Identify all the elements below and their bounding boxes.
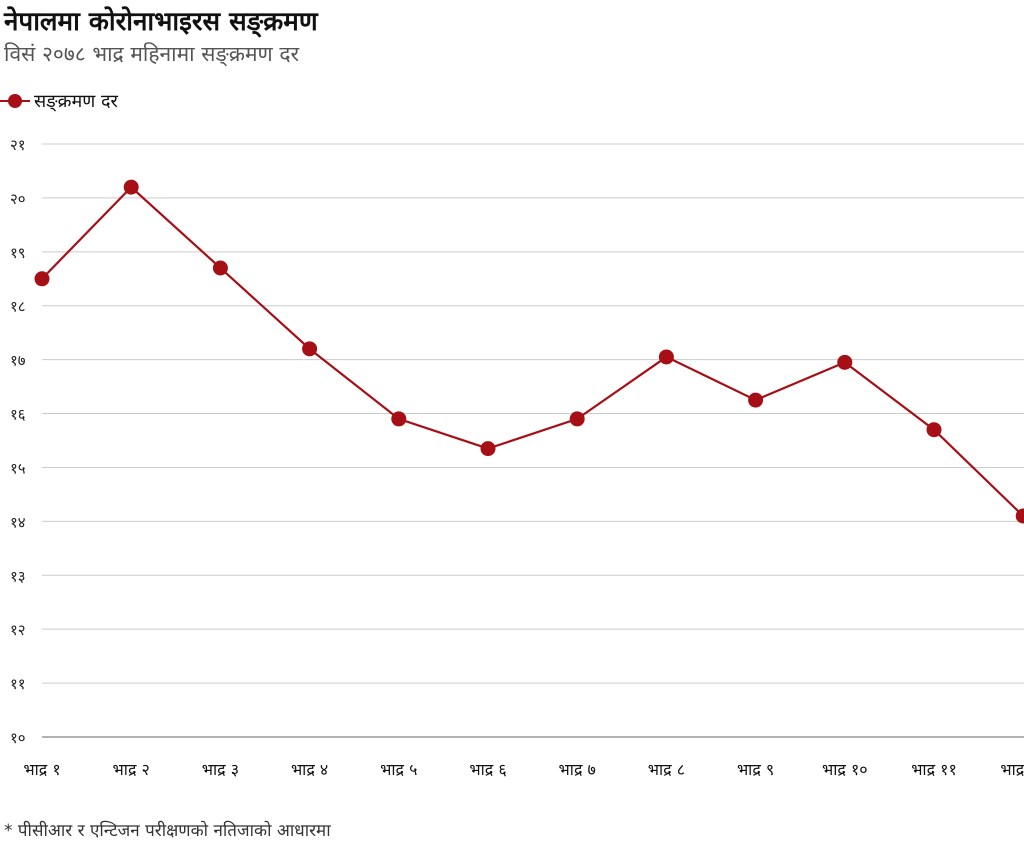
data-point [569, 411, 585, 427]
data-point [658, 349, 674, 365]
y-tick-label: १९ [10, 244, 26, 262]
y-tick-label: ११ [10, 675, 26, 693]
series-line [41, 185, 1024, 517]
x-tick-label: भाद्र १० [822, 760, 868, 779]
legend-marker-icon [0, 94, 30, 108]
chart-subtitle: विसं २०७८ भाद्र महिनामा सङ्क्रमण दर [4, 42, 300, 66]
footnote: * पीसीआर र एन्टिजन परीक्षणको नतिजाको आधा… [4, 821, 331, 841]
data-point [212, 260, 228, 276]
chart-title: नेपालमा कोरोनाभाइरस सङ्क्रमण [4, 7, 318, 37]
data-point [837, 354, 853, 370]
data-point [34, 271, 50, 287]
y-tick-label: २१ [10, 136, 26, 154]
data-point [123, 179, 139, 195]
data-point [1015, 508, 1024, 524]
x-tick-label: भाद्र ७ [559, 760, 596, 779]
x-tick-label: भाद्र ५ [380, 760, 417, 779]
x-tick-label: भाद्र १ [23, 760, 60, 779]
data-point [926, 422, 942, 438]
x-tick-label: भाद्र ३ [202, 760, 239, 779]
y-tick-label: १० [10, 729, 26, 747]
data-point [391, 411, 407, 427]
x-tick-label: भाद्र ६ [469, 760, 506, 779]
y-tick-label: १२ [10, 621, 26, 639]
x-tick-label: भाद्र २ [113, 760, 150, 779]
legend-label: सङ्क्रमण दर [34, 91, 118, 112]
data-point [748, 392, 764, 408]
x-tick-label: भाद्र ८ [648, 760, 685, 779]
data-point [302, 341, 318, 357]
x-tick-label: भाद्र ४ [291, 760, 328, 779]
y-tick-label: १७ [10, 352, 26, 370]
data-point [480, 441, 496, 457]
x-tick-label: भाद्र ११ [911, 760, 957, 779]
y-tick-label: १६ [10, 406, 26, 424]
y-tick-label: २० [10, 190, 26, 208]
x-tick-label: भाद्र ९ [737, 760, 774, 779]
x-tick-label: भाद्र १२ [1000, 760, 1024, 779]
y-tick-label: १८ [10, 298, 26, 316]
chart-legend: सङ्क्रमण दर [0, 88, 118, 114]
y-tick-label: १३ [10, 567, 26, 585]
y-tick-label: १५ [10, 459, 26, 477]
y-tick-label: १४ [10, 513, 26, 531]
